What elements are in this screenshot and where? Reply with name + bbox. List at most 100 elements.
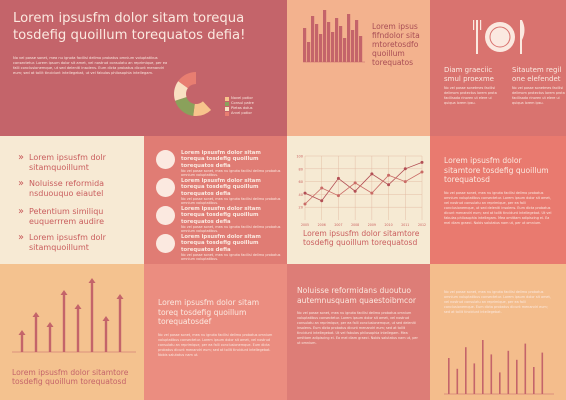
arrow-up-icon [18,330,26,335]
bullet-label: Noluisse reformida nsduouquo eiautel [29,179,105,198]
text-panel-3: Noluisse reformidans duoutuo autemnusqua… [287,264,430,400]
header-panel: Lorem ipsusfm dolor sitam torequa tosdef… [0,0,287,136]
small-bar [473,363,476,394]
linechart-title: Lorem ipsusfm dolor sitamtore tosdefig q… [303,229,420,247]
arrow-bar [90,282,94,352]
data-point [403,167,407,171]
chevron-right-icon: ›› [18,178,24,189]
legend-swatch [225,111,229,116]
bullet-label: Lorem ipsusfm dolr sitamquoillumt [29,233,106,252]
arrow-bar [76,308,80,352]
bar [303,28,307,62]
arrow-bar [20,334,24,352]
bar [319,34,323,62]
icon-row: Lorem ipsusfm dolor sitam torequa tosdef… [156,206,281,234]
x-tick-label: 2008 [351,223,359,227]
pie-slice [196,72,218,111]
data-point [370,191,374,195]
data-point [420,160,424,164]
data-point [320,186,324,190]
dining-left-heading: Diam graeciic smul proexme [444,66,494,83]
small-bar-chart [444,340,554,395]
arrows-panel: Lorem ipsusfm dolor sitamtore tosdefig q… [0,264,144,400]
arrow-up-icon [60,290,68,295]
chevron-right-icon: ›› [18,232,24,243]
x-tick-label: 2010 [385,223,393,227]
bullets-panel: ›› Lorem ipsusfm dolr sitamquoillumt ›› No… [0,136,144,264]
y-tick-label: 20 [299,206,303,210]
data-point [336,194,340,198]
arrow-up-icon [74,304,82,309]
arrow-bar [34,316,38,352]
series-line [304,171,423,205]
text-panel-2: Lorem ipsusfm dolor sitam toreq tosdefig… [144,264,287,400]
icon-row-heading: Lorem ipsusfm dolor sitam torequa tosdef… [181,206,261,225]
arrow-bar [48,326,52,352]
icon-row: Lorem ipsusfm dolor sitam torequa tosdef… [156,234,281,262]
dining-right-heading: Sitautem regil one elefendet [512,66,562,83]
text3-body: No vel posse sonet, mea nu ignota facili… [297,311,418,345]
linechart-panel: 100 80 60 40 20 2005 2006 2007 2008 2009 2010 2011 2… [287,136,430,264]
arrow-bar [62,294,66,352]
small-bar [499,372,501,394]
y-tick-label: 40 [299,193,303,197]
legend-item: Novel potior [225,96,254,101]
text1-body: No vel posse sonet, mea nu ignota facili… [444,190,552,225]
bar [351,30,355,62]
chevron-right-icon: ›› [18,152,24,163]
small-bar [456,368,459,394]
text1-heading: Lorem ipsusfm dolor sitamtore tosdefig q… [444,156,549,184]
small-bar [465,347,467,394]
small-bar [507,350,510,394]
burger-icon [156,150,175,169]
bar [327,22,331,62]
icon-row-body: No vel posse sonet, mea nu ignota facili… [181,196,281,206]
bar [359,36,363,62]
arrows-heading: Lorem ipsusfm dolor sitamtore tosdefig q… [12,368,129,386]
text2-body: No vel posse sonet, mea nu ignota facili… [158,332,273,357]
bullet-label: Petentium similiqu euquerrrem audire [29,207,105,226]
page-title: Lorem ipsusfm dolor sitam torequa tosdef… [13,11,246,43]
plate-fork-knife-icon [473,20,525,54]
legend-item: Arvel potior [225,111,254,116]
bar [339,26,343,62]
bar [335,18,339,62]
x-tick-label: 2007 [334,223,342,227]
dining-right-body: No vel posse sonetmes facilisi delimom p… [512,86,565,105]
y-tick-label: 60 [299,180,303,184]
arrow-up-icon [46,322,54,327]
small-bar [533,367,535,394]
data-point [420,170,424,174]
y-tick-label: 100 [296,155,303,159]
text3-heading: Noluisse reformidans duoutuo autemnusqua… [297,286,417,305]
small-bar [482,340,484,394]
legend-label: Novel potior [231,96,253,100]
pie-chart [174,72,218,116]
icons-panel: Lorem ipsusfm dolor sitam torequa tosdef… [144,136,287,264]
text-panel-1: Lorem ipsusfm dolor sitamtore tosdefig q… [430,136,566,264]
arrow-bar-chart [12,278,136,353]
bar [343,38,347,62]
icon-row-heading: Lorem ipsusfm dolor sitam torequa tosdef… [181,234,261,253]
bar [311,16,315,62]
chevron-right-icon: ›› [18,206,24,217]
bar [347,14,351,62]
icon-row-body: No vel posse sonet, mea nu ignota facili… [181,252,281,262]
data-point [336,176,340,180]
data-point [353,181,357,185]
small-bar [448,358,450,394]
arrow-up-icon [88,278,96,283]
legend-label: Consul patre [231,101,254,105]
legend-label: Pietas dolus [231,106,253,110]
bullet-item: ›› Lorem ipsusfm dolr sitamquoillumt [18,153,134,172]
x-tick-label: 2012 [418,223,426,227]
icon-row-body: No vel posse sonet, mea nu ignota facili… [181,224,281,234]
icon-row-heading: Lorem ipsusfm dolor sitam torequa tosdef… [181,150,261,169]
data-point [320,199,324,203]
legend-item: Pietas dolus [225,106,254,111]
small-bar [541,352,544,394]
pie-legend: Novel potior Consul patre Pietas dolus A… [225,96,254,116]
legend-item: Consul patre [225,101,254,106]
icon-row: Lorem ipsusfm dolor sitam torequa tosdef… [156,150,281,178]
